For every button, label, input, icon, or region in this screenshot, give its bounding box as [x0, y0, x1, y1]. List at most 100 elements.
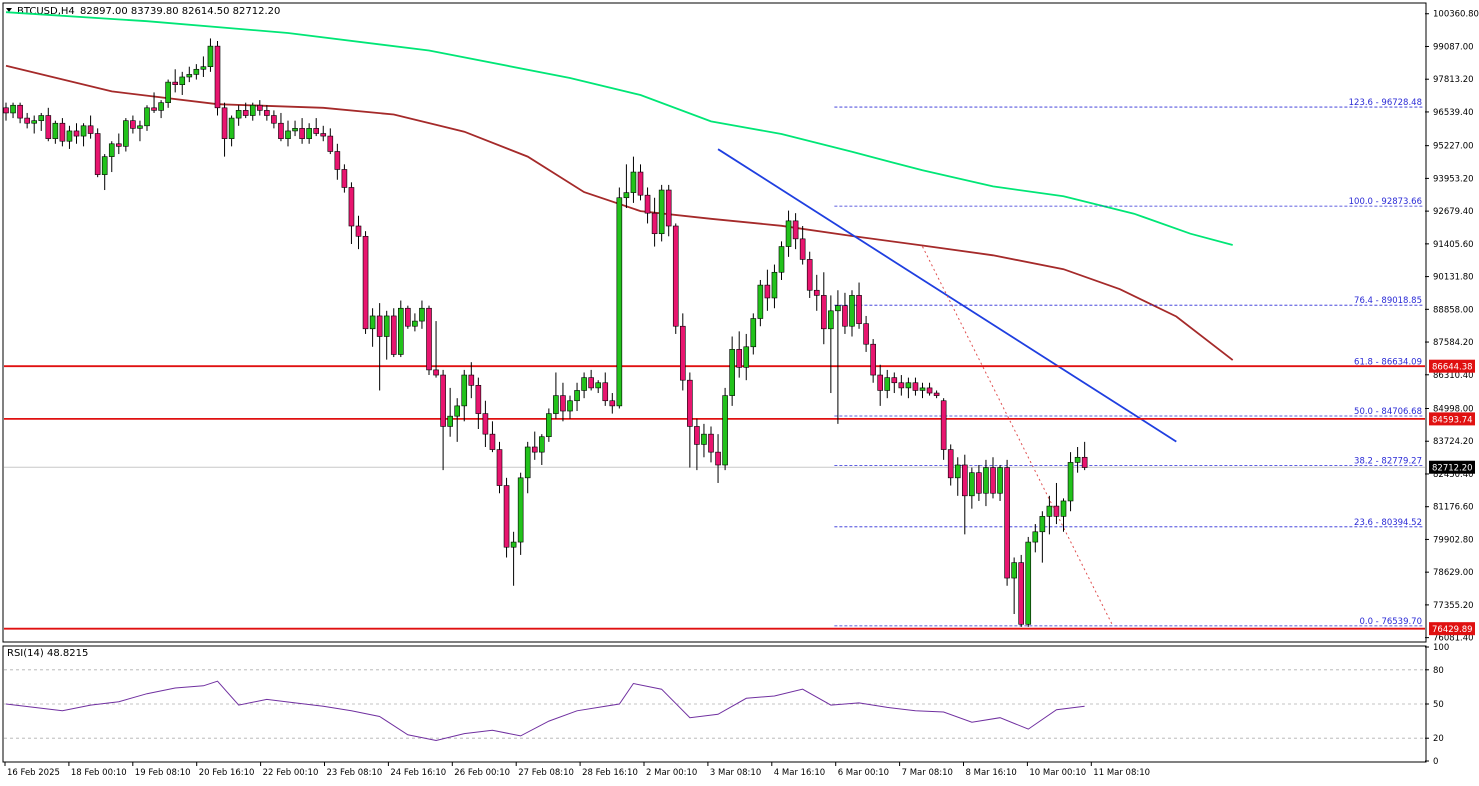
- candle-body: [672, 225, 679, 327]
- candle-body: [66, 130, 73, 142]
- candle-body: [1039, 516, 1046, 533]
- candle: [976, 464, 982, 501]
- collapse-triangle-icon[interactable]: [6, 8, 12, 12]
- candle: [59, 118, 66, 147]
- candle-body: [510, 541, 517, 548]
- price-tag-box: [1429, 412, 1475, 426]
- candle-body: [24, 117, 30, 124]
- candle-body: [94, 133, 101, 175]
- ohlc-readout: 82897.00 83739.80 82614.50 82712.20: [80, 6, 280, 17]
- candle: [1018, 554, 1025, 627]
- time-axis-label: 10 Mar 00:10: [1029, 768, 1086, 778]
- candle: [722, 387, 728, 471]
- candle: [736, 331, 743, 378]
- candle-body: [1067, 462, 1074, 502]
- candle: [1039, 511, 1046, 563]
- candle-body: [306, 128, 312, 139]
- candle-body: [186, 74, 193, 78]
- candle-body: [940, 400, 947, 450]
- rsi-title: RSI(14) 48.8215: [7, 648, 88, 659]
- candle-body: [489, 433, 496, 450]
- candle: [101, 154, 108, 191]
- price-axis-label: 100360.80: [1433, 10, 1479, 20]
- candle: [214, 41, 221, 116]
- candle-body: [355, 225, 362, 237]
- candle: [651, 197, 658, 247]
- candle: [1011, 557, 1017, 615]
- candle: [574, 382, 580, 412]
- price-axis: 100360.80 99087.00 97813.20 96539.40 95227.0…: [1425, 10, 1479, 644]
- time-axis-label: 23 Feb 08:10: [327, 768, 383, 778]
- candle-body: [207, 45, 214, 67]
- candle: [658, 184, 665, 242]
- ma-long-line: [5, 11, 1233, 246]
- candle: [172, 69, 178, 93]
- trendline-group: [717, 148, 1177, 627]
- candle-body: [426, 307, 432, 371]
- candle: [623, 164, 630, 209]
- candle-body: [884, 377, 891, 391]
- candle-body: [990, 467, 996, 494]
- candle-body: [397, 307, 404, 355]
- candle: [108, 141, 115, 173]
- candle-body: [637, 171, 644, 196]
- candle: [969, 467, 975, 509]
- candle-body: [256, 104, 263, 111]
- candle: [546, 408, 552, 442]
- support-resistance-levels: [4, 365, 1425, 630]
- candle: [87, 115, 94, 139]
- candle: [158, 100, 164, 119]
- candle: [249, 102, 256, 121]
- candle-body: [679, 325, 686, 381]
- descending-trendline: [717, 148, 1177, 443]
- candle: [1046, 495, 1053, 535]
- candle: [440, 369, 446, 471]
- candle-body: [750, 318, 757, 348]
- candle: [990, 457, 996, 499]
- candle: [193, 64, 200, 80]
- candle-body: [602, 382, 609, 402]
- fib-level-label: 76.4 - 89018.85: [1354, 296, 1422, 306]
- candle: [137, 120, 143, 142]
- candle-body: [38, 115, 45, 121]
- candle-body: [447, 415, 453, 427]
- candle-body: [101, 156, 108, 175]
- candle: [433, 321, 439, 378]
- candle: [510, 531, 517, 586]
- candle-body: [278, 122, 284, 139]
- candle: [820, 272, 827, 345]
- candle-body: [919, 387, 926, 391]
- candle: [1060, 498, 1067, 532]
- candle: [390, 308, 397, 358]
- candle: [235, 105, 242, 126]
- candle: [912, 377, 919, 396]
- candle: [207, 38, 214, 72]
- candle-body: [242, 110, 249, 116]
- candle-body: [1032, 531, 1039, 543]
- candle: [947, 444, 954, 486]
- candle: [806, 251, 813, 298]
- candle-body: [961, 464, 968, 497]
- time-axis-label: 4 Mar 16:10: [774, 768, 825, 778]
- candle: [898, 375, 905, 396]
- candle: [186, 66, 193, 83]
- candle-body: [292, 128, 298, 132]
- candle: [630, 156, 637, 203]
- candle: [708, 426, 714, 463]
- candle-body: [165, 81, 171, 103]
- candle: [792, 213, 799, 250]
- candle: [870, 339, 876, 383]
- price-axis-label: 79902.80: [1433, 535, 1474, 545]
- time-axis-label: 2 Mar 00:10: [646, 768, 697, 778]
- candle: [517, 472, 524, 555]
- candle-body: [348, 187, 355, 227]
- candle: [52, 120, 59, 144]
- candle-body: [517, 477, 524, 543]
- rsi-axis-label: 20: [1433, 734, 1444, 744]
- candle: [278, 112, 284, 142]
- price-tag-box: [1429, 359, 1475, 373]
- candle: [31, 115, 38, 134]
- candle-body: [31, 120, 38, 124]
- price-tag-label: 82712.20: [1432, 464, 1473, 474]
- price-tag-label: 84593.74: [1432, 415, 1473, 425]
